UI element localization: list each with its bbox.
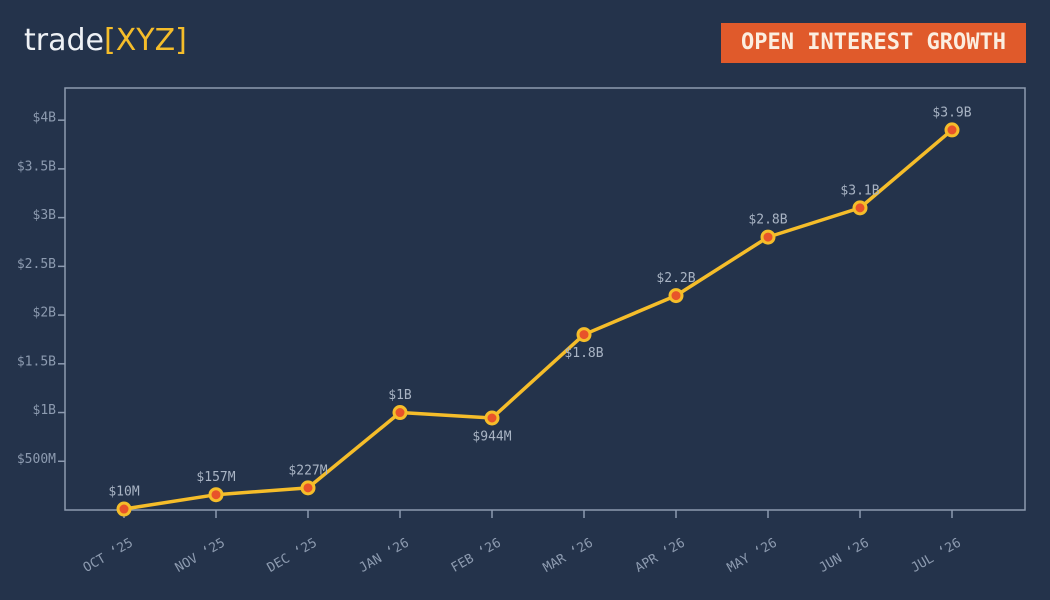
y-tick-label: $4B <box>33 111 57 126</box>
point <box>484 410 500 426</box>
value-label: $944M <box>472 429 511 444</box>
value-label: $3.1B <box>840 183 879 198</box>
point <box>668 288 684 304</box>
point <box>392 405 408 421</box>
value-label: $227M <box>288 463 327 478</box>
value-label: $10M <box>108 485 139 500</box>
title-badge <box>721 23 1026 63</box>
line <box>123 128 954 511</box>
point <box>116 501 132 517</box>
plot-frame <box>64 87 1026 511</box>
y-tick-label: $2.5B <box>17 257 56 272</box>
value-label: $157M <box>196 470 235 485</box>
point <box>944 122 960 138</box>
value-label: $1B <box>388 388 412 403</box>
y-tick-label: $3B <box>33 208 57 223</box>
point <box>208 487 224 503</box>
point <box>576 327 592 343</box>
y-tick-label: $1B <box>33 403 57 418</box>
logo-accent: [XYZ] <box>104 23 187 58</box>
logo-text: trade <box>24 23 104 58</box>
y-tick-label: $3.5B <box>17 159 56 174</box>
point <box>852 200 868 216</box>
y-tick-label: $500M <box>17 452 56 467</box>
logo: trade[XYZ] <box>24 23 187 58</box>
y-tick-label: $1.5B <box>17 354 56 369</box>
value-label: $3.9B <box>932 105 971 120</box>
value-label: $1.8B <box>564 346 603 361</box>
y-tick-label: $2B <box>33 306 57 321</box>
value-label: $2.2B <box>656 271 695 286</box>
point <box>300 480 316 496</box>
point <box>760 229 776 245</box>
value-label: $2.8B <box>748 213 787 228</box>
chart-title: OPEN INTEREST GROWTH <box>741 30 1006 55</box>
